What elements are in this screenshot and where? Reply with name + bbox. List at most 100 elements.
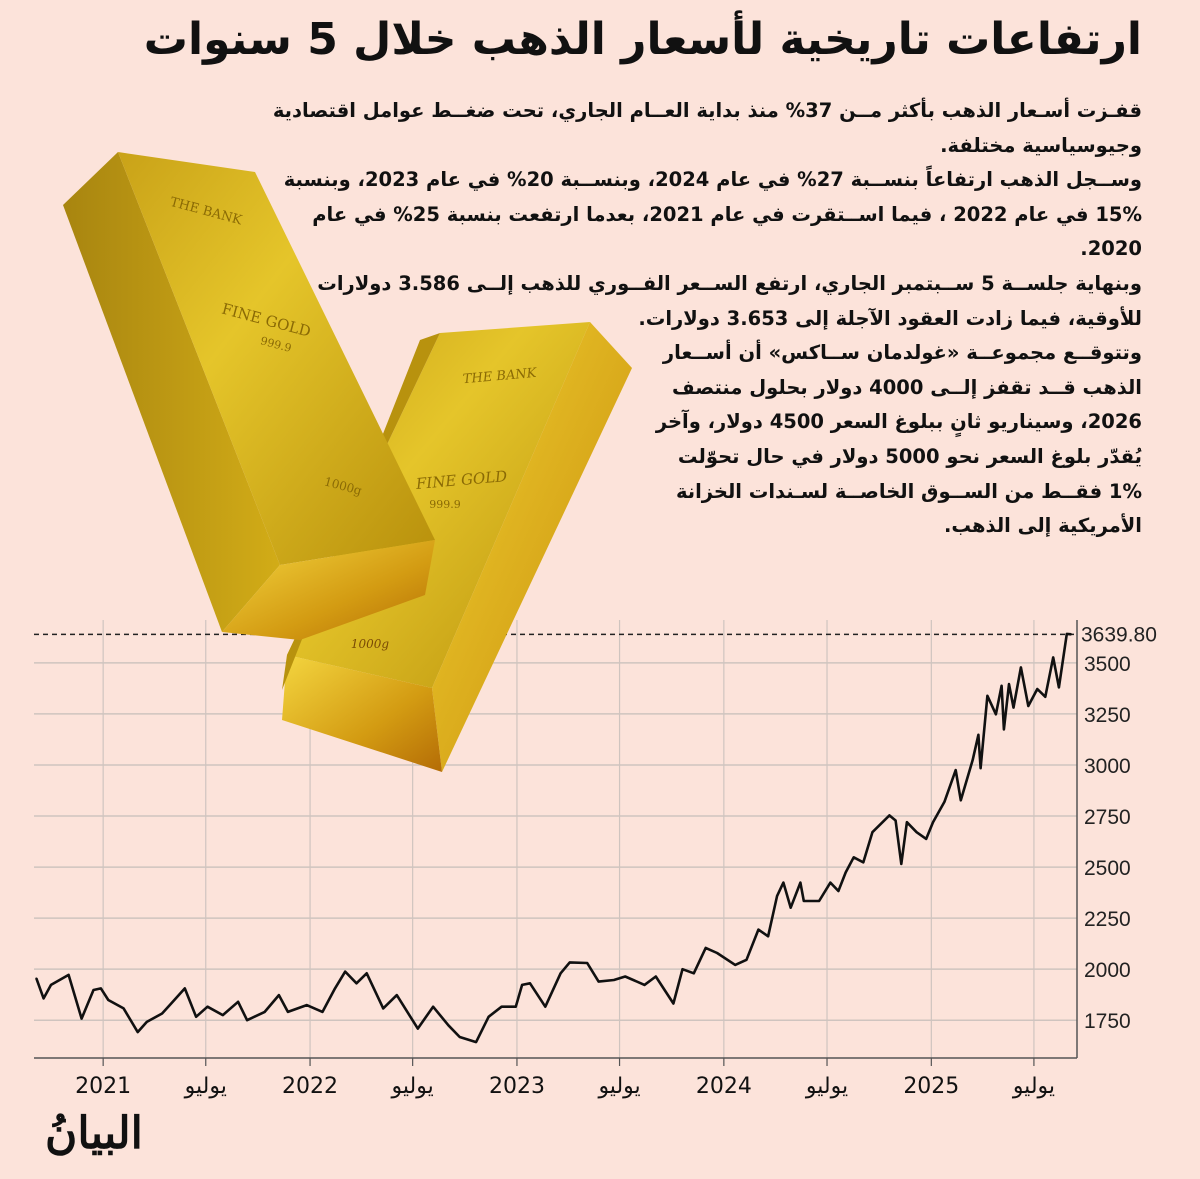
data-point: [894, 819, 897, 822]
paragraph-line: 15% في عام 2022 ، فيما اســتقرت في عام 2…: [312, 202, 1142, 226]
data-point: [767, 935, 769, 938]
last-value-label: 3639.80: [1081, 623, 1157, 646]
data-point: [305, 1004, 308, 1006]
data-point: [915, 831, 918, 833]
data-point: [979, 767, 982, 770]
data-point: [355, 982, 358, 985]
y-tick-label: 2250: [1084, 908, 1131, 931]
data-point: [1036, 688, 1039, 690]
paragraph-line: وبنهاية جلســة 5 ســبتمبر الجاري، ارتفع …: [317, 271, 1142, 295]
data-point: [136, 1031, 139, 1033]
data-point: [382, 1007, 384, 1010]
x-tick-label: يوليو: [597, 1074, 640, 1099]
x-tick-label: 2022: [282, 1074, 338, 1099]
data-point: [80, 1017, 83, 1020]
data-point: [170, 1002, 172, 1005]
y-tick-label: 3000: [1084, 755, 1131, 778]
data-point: [544, 1005, 547, 1008]
paragraph-line: 2026، وسيناريو ثانٍ ببلوغ السعر 4500 دول…: [655, 410, 1142, 434]
data-point: [844, 871, 847, 874]
data-point: [862, 861, 865, 864]
data-point: [321, 1011, 324, 1013]
y-tick-label: 3500: [1084, 653, 1131, 676]
data-point: [237, 1001, 239, 1003]
data-point: [416, 1027, 419, 1030]
data-point: [365, 972, 368, 975]
data-point: [447, 1024, 450, 1027]
series: [35, 632, 1073, 1044]
data-point: [246, 1019, 248, 1022]
data-point: [529, 982, 531, 985]
data-point: [487, 1015, 490, 1018]
data-point: [799, 881, 802, 884]
data-point: [432, 1005, 434, 1008]
paragraph-line: وســجل الذهب ارتفاعاً بنســبة 27% في عام…: [283, 168, 1142, 192]
gold-price-line: [35, 632, 1072, 1044]
tick-labels: 1750 2000 2250 2500 2750 3000 3250 3500 2021 يولي…: [75, 623, 1157, 1099]
data-point: [681, 968, 684, 970]
paragraph-line: الذهب قــد تقفز إلــى 4000 دولار بحلول م…: [672, 375, 1142, 399]
data-point: [35, 977, 38, 979]
data-point: [395, 994, 398, 996]
data-point: [977, 733, 980, 736]
y-tick-label: 2500: [1084, 857, 1131, 880]
y-tick-label: 2750: [1084, 806, 1131, 829]
axes: [34, 620, 1078, 1066]
x-tick-label: يوليو: [184, 1074, 227, 1099]
data-point: [776, 895, 778, 897]
paragraph-line: الأمريكية إلى الذهب.: [943, 514, 1142, 538]
paragraph-line: 1% فقــط من الســوق الخاصــة لسـندات الخ…: [675, 479, 1142, 503]
data-point: [704, 947, 707, 949]
data-point: [586, 962, 589, 964]
data-point: [959, 799, 962, 802]
data-point: [1027, 705, 1030, 707]
data-point: [1044, 695, 1047, 698]
paragraph-line: وتتوقــع مجموعــة «غولدمان ســاكس» أن أس…: [662, 341, 1142, 365]
data-point: [613, 979, 615, 981]
data-point: [693, 972, 695, 975]
x-tick-label: 2021: [75, 1074, 131, 1099]
data-point: [734, 964, 736, 966]
data-point: [837, 890, 840, 892]
data-point: [42, 997, 45, 1000]
paragraph-line: قفـزت أسـعار الذهب بأكثر مــن 37% منذ بد…: [272, 99, 1142, 122]
x-tick-label: 2023: [489, 1074, 545, 1099]
data-point: [1008, 683, 1010, 685]
data-point: [716, 952, 718, 954]
data-point: [458, 1036, 461, 1038]
paragraph: وتتوقــع مجموعــة «غولدمان ســاكس» أن أس…: [242, 336, 1142, 544]
data-point: [278, 994, 280, 996]
data-point: [995, 713, 997, 716]
x-tick-label: يوليو: [391, 1074, 434, 1099]
data-point: [161, 1012, 163, 1015]
data-point: [757, 928, 760, 931]
paragraph: قفـزت أسـعار الذهب بأكثر مــن 37% منذ بد…: [242, 94, 1142, 163]
data-point: [146, 1021, 148, 1023]
data-point: [1003, 728, 1005, 731]
data-point: [925, 838, 928, 840]
article-text: قفـزت أسـعار الذهب بأكثر مــن 37% منذ بد…: [242, 94, 1142, 544]
data-point: [475, 1041, 477, 1043]
data-point: [263, 1011, 266, 1013]
data-point: [122, 1007, 125, 1010]
data-point: [871, 831, 874, 833]
data-point: [655, 975, 657, 978]
x-tick-label: 2024: [696, 1074, 752, 1099]
x-tick-label: 2025: [903, 1074, 959, 1099]
data-point: [745, 958, 748, 961]
data-point: [521, 984, 523, 986]
data-point: [1052, 656, 1054, 659]
data-point: [100, 987, 102, 990]
data-point: [932, 821, 934, 823]
data-point: [900, 863, 903, 865]
page-title: ارتفاعات تاريخية لأسعار الذهب خلال 5 سنو…: [143, 14, 1143, 65]
data-point: [802, 900, 805, 902]
data-point: [344, 970, 346, 973]
data-point: [789, 906, 792, 909]
x-tick-label: يوليو: [805, 1074, 848, 1099]
paragraph-line: وجيوسياسية مختلفة.: [940, 133, 1142, 157]
data-point: [624, 975, 627, 978]
data-point: [107, 999, 110, 1001]
x-tick-label: يوليو: [1012, 1074, 1055, 1099]
data-point: [183, 987, 186, 990]
